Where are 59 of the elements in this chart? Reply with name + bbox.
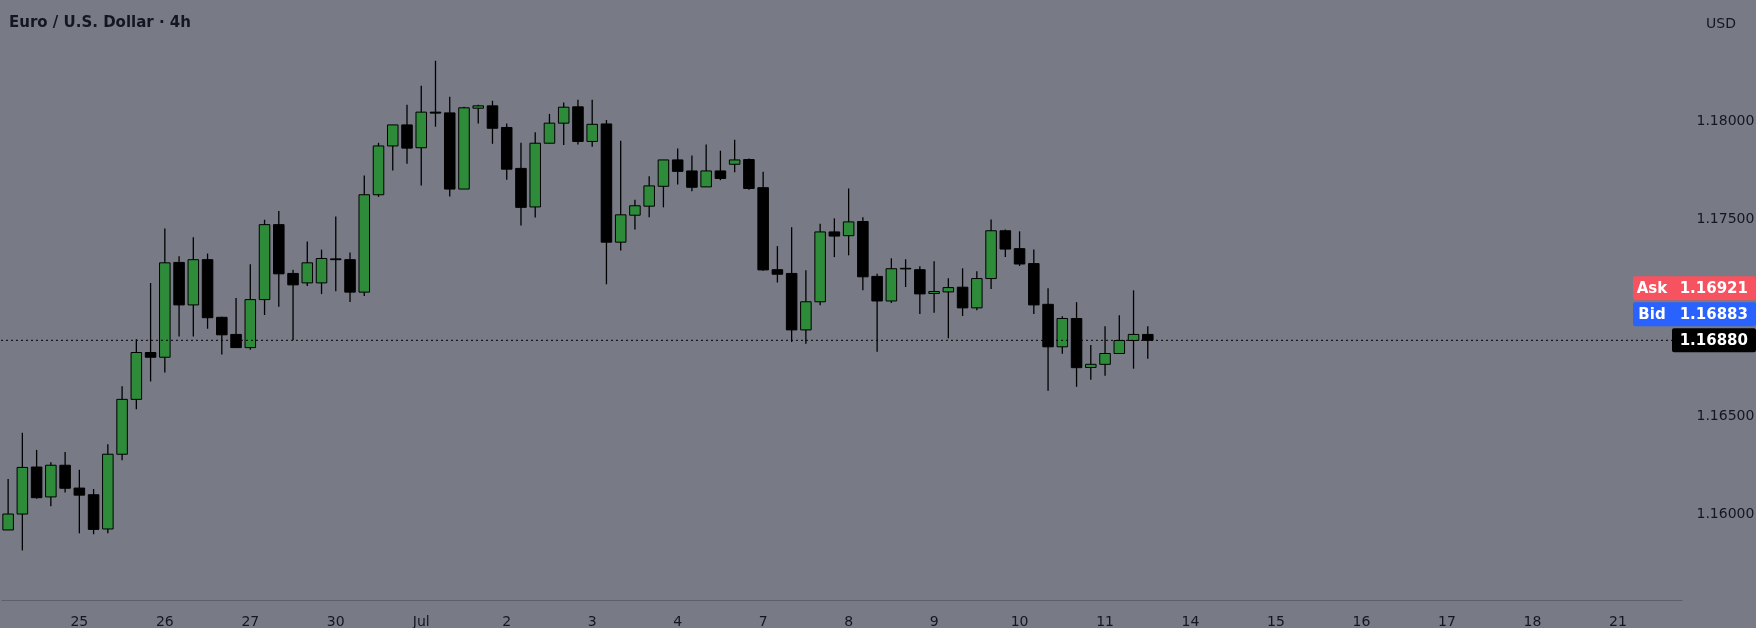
x-tick-label: 7 [758, 612, 768, 629]
text: USD [1706, 15, 1736, 31]
candlestick [714, 150, 727, 181]
candlestick [643, 175, 655, 218]
x-tick-label: 25 [70, 612, 89, 629]
candlestick [401, 104, 413, 165]
candlestick [942, 277, 955, 339]
candlestick [429, 60, 442, 128]
candlestick [771, 245, 784, 284]
candlestick [2, 478, 14, 531]
x-tick-label: 10 [1010, 612, 1029, 629]
annotation: 1.16883 [1679, 305, 1748, 324]
y-tick-label: 1.17500 [1696, 209, 1755, 226]
x-tick-label: 26 [155, 612, 174, 629]
x-tick-label: 16 [1352, 612, 1371, 629]
y-tick-label: 1.16000 [1696, 504, 1755, 521]
candlestick [629, 199, 641, 231]
candlestick [73, 469, 86, 534]
candlestick [486, 100, 499, 145]
annotation: Ask [1636, 279, 1669, 298]
candlestick [671, 147, 684, 186]
x-tick-label: 30 [326, 612, 345, 629]
candlestick [301, 240, 314, 287]
candlestick [59, 451, 71, 494]
x-tick-label: 3 [587, 612, 597, 629]
candlestick [700, 143, 712, 188]
candlestick [728, 139, 741, 173]
x-tick-label: 11 [1096, 612, 1114, 629]
candlestick [999, 228, 1012, 258]
x-tick-label: Jul [411, 612, 430, 629]
candlestick [928, 260, 940, 314]
x-tick-label: 18 [1523, 612, 1542, 629]
x-tick-label: 8 [844, 612, 854, 629]
candlestick [828, 217, 841, 258]
candlestick [842, 187, 855, 256]
candlestick [557, 101, 570, 146]
candlestick [330, 215, 342, 292]
candlestick [686, 154, 698, 192]
x-tick-label: 9 [929, 612, 939, 629]
candlestick [1085, 344, 1097, 381]
candlestick [956, 267, 969, 317]
y-tick-label: 1.18000 [1696, 111, 1755, 128]
candlestick [586, 99, 598, 148]
x-tick-label: 2 [502, 612, 512, 629]
annotation: 1.16921 [1679, 279, 1748, 298]
annotation: Bid [1638, 305, 1666, 324]
x-tick-label: 4 [673, 612, 683, 629]
candlestick [1013, 230, 1026, 267]
x-tick-label: 15 [1267, 612, 1285, 629]
x-tick-label: 17 [1438, 612, 1456, 629]
text: Euro / U.S. Dollar · 4h [9, 13, 191, 31]
candlestick [543, 113, 556, 144]
x-tick-label: 21 [1608, 612, 1627, 629]
y-tick-label: 1.16500 [1696, 406, 1755, 423]
x-tick-label: 14 [1181, 612, 1200, 629]
candlestick [899, 258, 912, 288]
ref-line-label: 1.16880 [1679, 331, 1748, 350]
candlestick [386, 124, 399, 172]
x-tick-label: 27 [241, 612, 260, 629]
